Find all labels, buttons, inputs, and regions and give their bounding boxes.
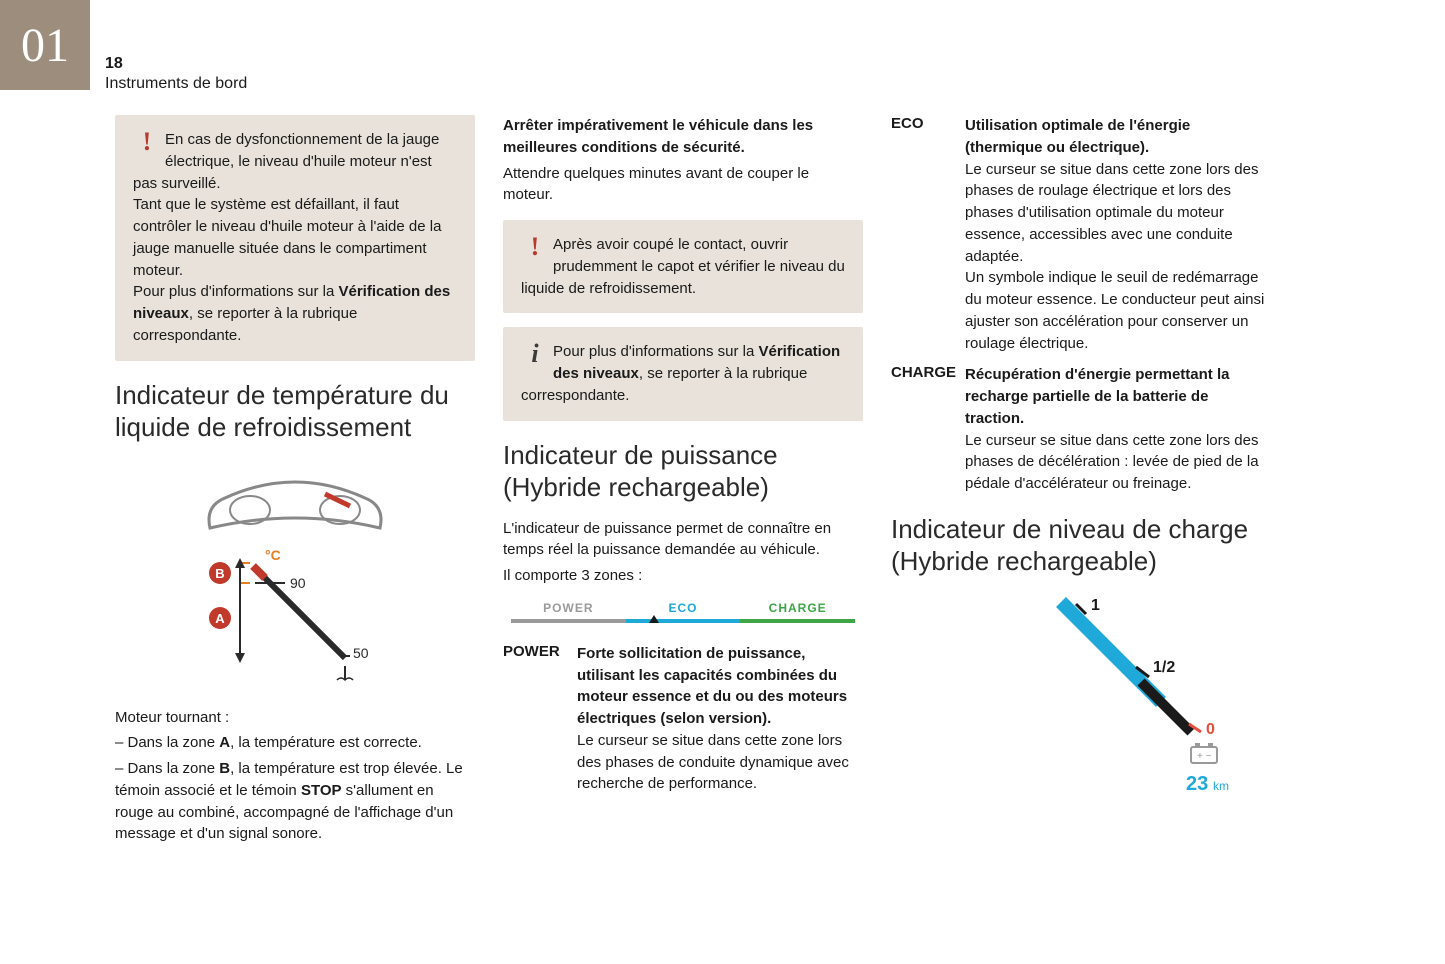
definition-body: Récupération d'énergie permettant la rec… xyxy=(965,364,1271,495)
callout-open-hood-warning: ! Après avoir coupé le contact, ouvrir p… xyxy=(503,220,863,313)
definition-eco: ECO Utilisation optimale de l'énergie (t… xyxy=(891,115,1271,354)
info-icon: i xyxy=(521,341,549,367)
callout-text: Pour plus d'informations sur la xyxy=(133,283,338,300)
gauge-zone-b-label: B xyxy=(215,566,224,581)
section-title: Instruments de bord xyxy=(105,75,247,93)
callout-levels-info: i Pour plus d'informations sur la Vérifi… xyxy=(503,327,863,420)
callout-text: Tant que le système est défaillant, il f… xyxy=(133,196,441,278)
power-bar-segment xyxy=(511,619,626,623)
definition-lead: Récupération d'énergie permettant la rec… xyxy=(965,366,1229,427)
chapter-tab: 01 xyxy=(0,0,90,90)
list-item: – Dans la zone B, la température est tro… xyxy=(115,758,475,845)
gauge-unit-label: °C xyxy=(265,547,281,563)
column-2: Arrêter impérativement le véhicule dans … xyxy=(503,115,863,849)
callout-text: Pour plus d'informations sur la xyxy=(553,343,758,360)
text-bold: A xyxy=(219,734,230,751)
gauge-range-unit: km xyxy=(1213,779,1229,792)
gauge-mark-empty: 0 xyxy=(1206,721,1215,738)
heading-power-indicator: Indicateur de puissance (Hybride recharg… xyxy=(503,439,863,504)
text-bold: STOP xyxy=(301,782,342,799)
definition-lead: Forte sollicitation de puissance, utilis… xyxy=(577,645,847,727)
definition-body: Forte sollicitation de puissance, utilis… xyxy=(577,643,863,795)
charge-label: CHARGE xyxy=(740,601,855,615)
callout-text: En cas de dysfonctionnement de la jauge … xyxy=(133,131,439,192)
eco-label: ECO xyxy=(626,601,741,615)
paragraph-wait: Attendre quelques minutes avant de coupe… xyxy=(503,163,863,207)
column-1: ! En cas de dysfonctionnement de la jaug… xyxy=(115,115,475,849)
gauge-mark-full: 1 xyxy=(1091,597,1100,614)
text: , la température est correcte. xyxy=(230,734,422,751)
gauge-zone-a-label: A xyxy=(215,611,225,626)
definition-charge: CHARGE Récupération d'énergie permettant… xyxy=(891,364,1271,495)
power-seg-charge: CHARGE xyxy=(740,601,855,623)
heading-coolant-temp: Indicateur de température du liquide de … xyxy=(115,379,475,444)
eco-bar-segment xyxy=(626,619,741,623)
figure-charge-gauge: 1 1/2 0 + − 23 km xyxy=(891,592,1271,797)
figure-coolant-gauge: °C B A 90 50 xyxy=(115,458,475,693)
svg-text:+ −: + − xyxy=(1197,751,1212,762)
column-3: ECO Utilisation optimale de l'énergie (t… xyxy=(891,115,1271,849)
heading-charge-level: Indicateur de niveau de charge (Hybride … xyxy=(891,513,1271,578)
definition-lead: Utilisation optimale de l'énergie (therm… xyxy=(965,117,1190,156)
callout-text: Après avoir coupé le contact, ouvrir pru… xyxy=(521,236,845,297)
text: – Dans la zone xyxy=(115,734,219,751)
definition-body: Utilisation optimale de l'énergie (therm… xyxy=(965,115,1271,354)
list-item: – Dans la zone A, la température est cor… xyxy=(115,732,475,754)
power-seg-eco: ECO xyxy=(626,601,741,623)
definition-text: Le curseur se situe dans cette zone lors… xyxy=(577,732,849,793)
power-seg-power: POWER xyxy=(511,601,626,623)
paragraph-stop-vehicle: Arrêter impérativement le véhicule dans … xyxy=(503,115,863,159)
text: – Dans la zone xyxy=(115,760,219,777)
power-label: POWER xyxy=(511,601,626,615)
cursor-marker-icon xyxy=(649,615,659,623)
figure-power-bar: POWER ECO CHARGE xyxy=(503,601,863,623)
gauge-high-mark: 90 xyxy=(290,575,306,591)
gauge-low-mark: 50 xyxy=(353,645,369,661)
definition-text: Le curseur se situe dans cette zone lors… xyxy=(965,161,1259,265)
warning-icon: ! xyxy=(133,129,161,155)
definition-power: POWER Forte sollicitation de puissance, … xyxy=(503,643,863,795)
definition-label: CHARGE xyxy=(891,364,955,495)
definition-text: Le curseur se situe dans cette zone lors… xyxy=(965,432,1259,493)
page-content: ! En cas de dysfonctionnement de la jaug… xyxy=(115,115,1315,849)
paragraph: L'indicateur de puissance permet de conn… xyxy=(503,518,863,562)
warning-icon: ! xyxy=(521,234,549,260)
gauge-mark-half: 1/2 xyxy=(1153,659,1175,676)
page-header: 18 Instruments de bord xyxy=(105,55,247,93)
charge-bar-segment xyxy=(740,619,855,623)
text-bold: B xyxy=(219,760,230,777)
callout-oil-gauge-warning: ! En cas de dysfonctionnement de la jaug… xyxy=(115,115,475,361)
definition-label: ECO xyxy=(891,115,955,354)
caption-intro: Moteur tournant : xyxy=(115,707,475,729)
definition-label: POWER xyxy=(503,643,567,795)
page-number: 18 xyxy=(105,55,247,73)
paragraph: Il comporte 3 zones : xyxy=(503,565,863,587)
gauge-range-value: 23 xyxy=(1186,773,1208,792)
definition-text: Un symbole indique le seuil de redémarra… xyxy=(965,269,1264,351)
